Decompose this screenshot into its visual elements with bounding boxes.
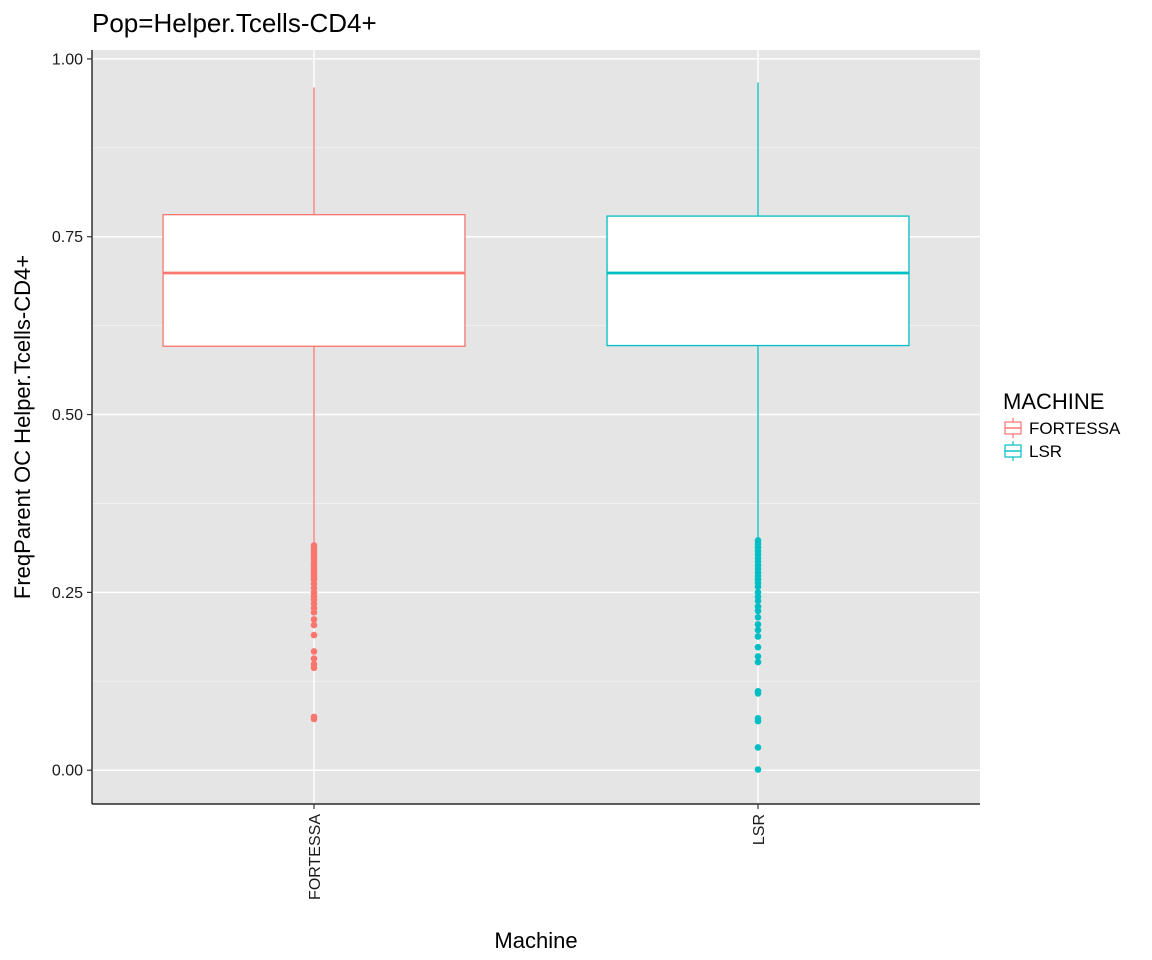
x-axis-ticks: FORTESSA LSR bbox=[307, 804, 768, 900]
box-fortessa bbox=[162, 87, 466, 723]
legend: MACHINE FORTESSA LSR bbox=[1003, 389, 1121, 461]
outlier-point bbox=[754, 626, 762, 634]
outlier-point bbox=[754, 658, 762, 666]
outlier-point bbox=[754, 744, 762, 751]
outlier-point bbox=[310, 664, 318, 672]
outlier-point bbox=[754, 621, 762, 628]
outlier-point bbox=[754, 653, 762, 660]
box-iqr bbox=[162, 214, 466, 347]
outlier-point bbox=[754, 643, 762, 651]
outlier-point bbox=[754, 613, 762, 621]
outlier-point bbox=[310, 616, 318, 623]
legend-key bbox=[1004, 441, 1022, 461]
outlier-point bbox=[310, 648, 318, 655]
outlier-point bbox=[754, 607, 762, 615]
outlier-point bbox=[310, 655, 318, 662]
x-axis-title: Machine bbox=[494, 928, 577, 953]
legend-label: LSR bbox=[1029, 442, 1062, 461]
y-tick-label: 0.25 bbox=[52, 585, 83, 602]
chart-title: Pop=Helper.Tcells-CD4+ bbox=[92, 8, 377, 38]
x-tick-label: LSR bbox=[751, 814, 768, 845]
y-tick-label: 0.75 bbox=[52, 229, 83, 246]
legend-title: MACHINE bbox=[1003, 389, 1104, 414]
outlier-point bbox=[310, 608, 318, 616]
outlier-point bbox=[754, 583, 762, 590]
outlier-point bbox=[310, 621, 318, 629]
outlier-point bbox=[310, 631, 318, 639]
outlier-point bbox=[754, 690, 762, 697]
legend-label: FORTESSA bbox=[1029, 419, 1121, 438]
boxes-layer bbox=[162, 82, 910, 773]
outlier-point bbox=[754, 717, 762, 725]
x-tick-label: FORTESSA bbox=[307, 814, 324, 900]
y-tick-label: 0.50 bbox=[52, 407, 83, 424]
legend-key bbox=[1004, 418, 1022, 438]
box-iqr bbox=[606, 215, 910, 347]
y-tick-label: 1.00 bbox=[52, 51, 83, 68]
plot-panel bbox=[92, 50, 980, 804]
outlier-point bbox=[754, 633, 762, 640]
box-lsr bbox=[606, 82, 910, 773]
y-axis-title: FreqParent OC Helper.Tcells-CD4+ bbox=[10, 255, 35, 599]
y-tick-label: 0.00 bbox=[52, 763, 83, 780]
outlier-point bbox=[310, 715, 318, 723]
outlier-point bbox=[754, 766, 762, 773]
outlier-point bbox=[754, 597, 762, 605]
y-axis-ticks: 0.00 0.25 0.50 0.75 1.00 bbox=[52, 51, 92, 780]
